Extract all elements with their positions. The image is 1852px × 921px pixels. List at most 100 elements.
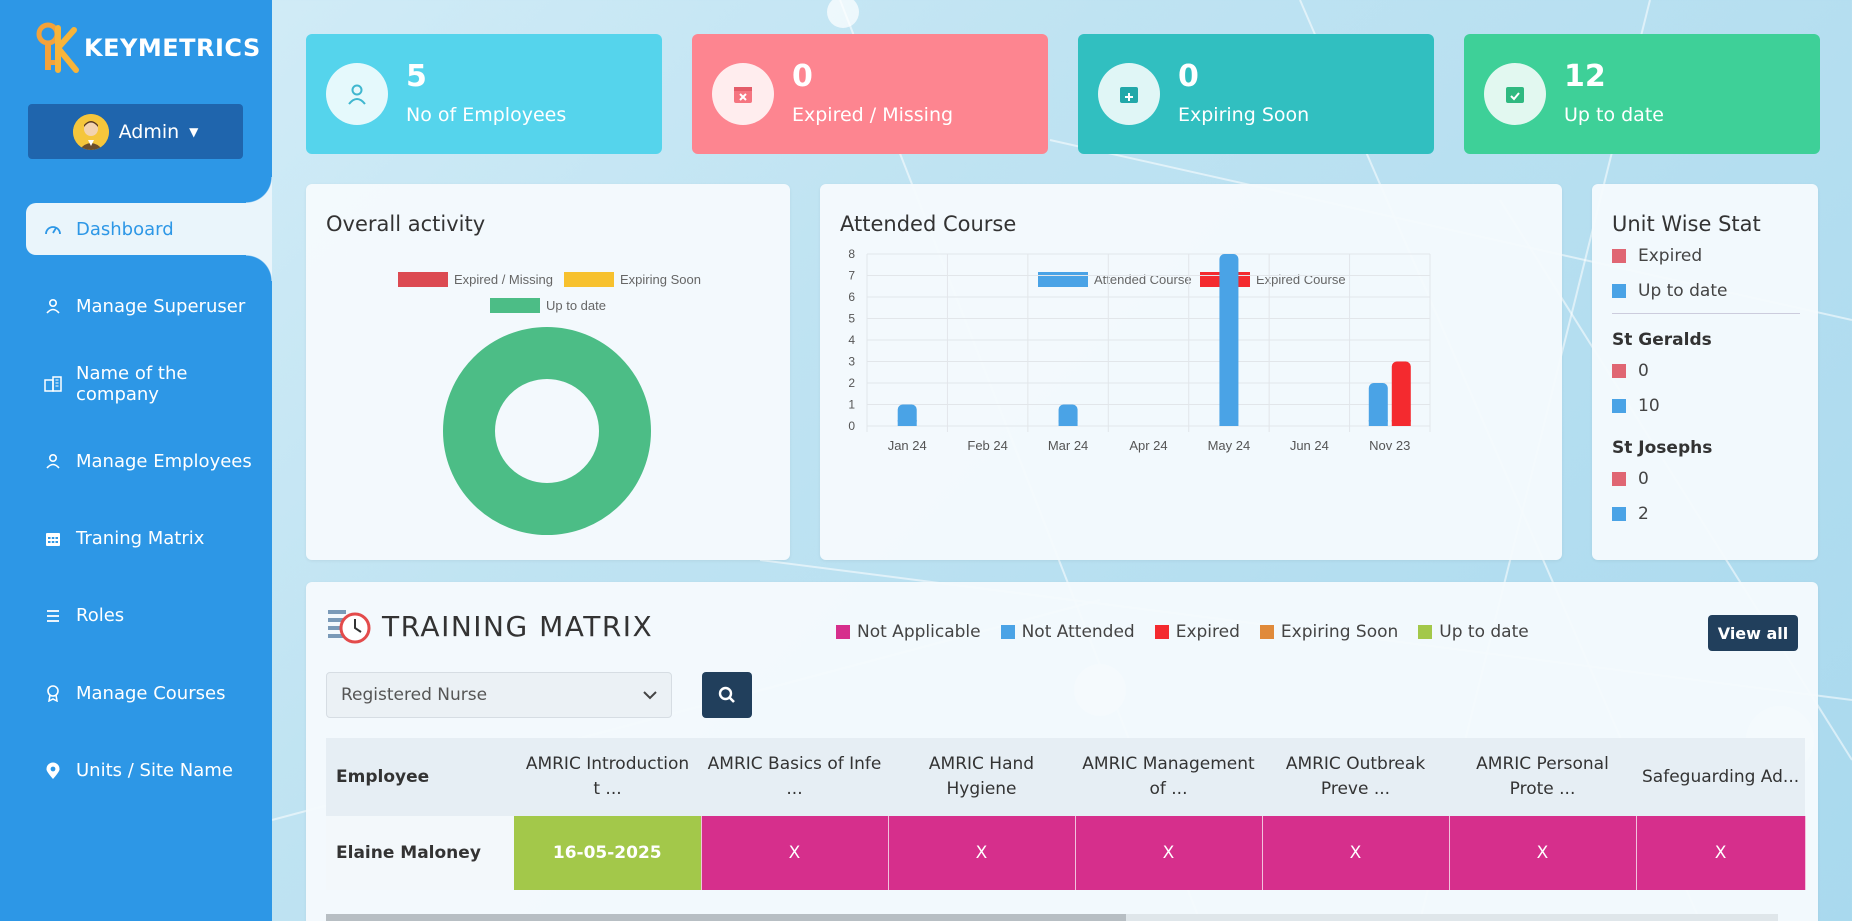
caret-down-icon: ▼ (189, 124, 199, 139)
legend-label: Expired (1175, 622, 1240, 642)
sidebar-item-label: Traning Matrix (76, 528, 205, 550)
search-button[interactable] (702, 672, 752, 718)
training-matrix-table: Employee AMRIC Introduction t ... AMRIC … (326, 738, 1806, 890)
column-header[interactable]: Safeguarding Ad... (1636, 738, 1806, 816)
sidebar-item-manage-superuser[interactable]: Manage Superuser (0, 280, 272, 332)
sidebar-item-roles[interactable]: Roles (0, 590, 272, 642)
legend-item: Not Applicable (836, 622, 981, 642)
sidebar-item-company[interactable]: Name of the company (0, 358, 272, 410)
admin-menu-button[interactable]: Admin ▼ (28, 104, 243, 159)
sidebar-item-units[interactable]: Units / Site Name (0, 745, 272, 797)
sidebar-item-label: Manage Employees (76, 450, 252, 472)
legend-label: Not Attended (1021, 622, 1135, 642)
bar-expired-course (1391, 361, 1411, 426)
x-tick-label: May 24 (1208, 438, 1251, 453)
stat-value: 0 (792, 59, 813, 94)
column-header[interactable]: AMRIC Personal Prote ... (1449, 738, 1636, 816)
x-tick-label: Feb 24 (967, 438, 1007, 453)
location-pin-icon (44, 762, 62, 780)
calendar-icon (44, 531, 62, 547)
horizontal-scrollbar[interactable] (326, 914, 1778, 921)
matrix-cell[interactable]: 16-05-2025 (514, 816, 702, 890)
sidebar-item-manage-courses[interactable]: Manage Courses (0, 667, 272, 719)
y-tick-label: 7 (848, 269, 855, 283)
x-tick-label: Nov 23 (1369, 438, 1410, 453)
employee-name[interactable]: Elaine Maloney (326, 816, 514, 890)
admin-label: Admin (118, 120, 180, 143)
y-tick-label: 6 (848, 290, 855, 304)
sidebar: KEYMETRICS Admin ▼ Dashboard Manage (0, 0, 272, 921)
stat-card-up-to-date[interactable]: 12 Up to date (1464, 34, 1820, 154)
sidebar-item-label: Roles (76, 605, 125, 627)
calendar-plus-icon (1098, 63, 1160, 125)
legend-label: Not Applicable (857, 622, 981, 642)
unit-uptodate-value: 10 (1638, 396, 1660, 416)
table-header-row: Employee AMRIC Introduction t ... AMRIC … (326, 738, 1806, 816)
overall-activity-panel: Overall activity Expired / Missing Expir… (306, 184, 790, 560)
legend-item: Up to date (1612, 281, 1727, 301)
bar-base (1391, 420, 1411, 426)
user-icon (44, 453, 62, 469)
matrix-cell[interactable]: X (1636, 816, 1806, 890)
sidebar-item-label: Manage Courses (76, 682, 226, 704)
column-header[interactable]: AMRIC Hand Hygiene (888, 738, 1075, 816)
unit-name: St Josephs (1612, 438, 1713, 458)
legend-label: Expiring Soon (1280, 622, 1399, 642)
stat-card-expired[interactable]: 0 Expired / Missing (692, 34, 1048, 154)
stat-card-expiring-soon[interactable]: 0 Expiring Soon (1078, 34, 1434, 154)
gauge-icon (44, 222, 62, 236)
legend-item: Expired (1612, 246, 1702, 266)
stat-card-employees[interactable]: 5 No of Employees (306, 34, 662, 154)
sidebar-item-label: Dashboard (76, 218, 174, 240)
sidebar-item-dashboard[interactable]: Dashboard (26, 177, 272, 281)
stat-value: 12 (1564, 59, 1606, 94)
legend-item[interactable]: Up to date (490, 298, 606, 313)
x-tick-label: Apr 24 (1129, 438, 1167, 453)
legend-item[interactable]: Expired / Missing (398, 272, 553, 287)
avatar (72, 113, 109, 150)
table-row: Elaine Maloney 16-05-2025 X X X X X X (326, 816, 1806, 890)
training-matrix-title: TRAINING MATRIX (382, 610, 654, 643)
column-header[interactable]: AMRIC Introduction t ... (514, 738, 701, 816)
scrollbar-thumb[interactable] (326, 914, 1126, 921)
key-logo-icon (36, 22, 80, 74)
logo[interactable]: KEYMETRICS (36, 22, 261, 74)
attended-course-panel: Attended Course Attended Course Expired … (820, 184, 1562, 560)
stat-label: No of Employees (406, 104, 567, 126)
sidebar-nav: Dashboard Manage Superuser Name of the c… (0, 177, 272, 822)
training-matrix-legend: Not Applicable Not Attended Expired Expi… (836, 622, 1549, 642)
column-header[interactable]: AMRIC Outbreak Preve ... (1262, 738, 1449, 816)
unit-name: St Geralds (1612, 330, 1712, 350)
column-header[interactable]: AMRIC Management of ... (1075, 738, 1262, 816)
legend-label: Up to date (546, 298, 606, 313)
sidebar-item-manage-employees[interactable]: Manage Employees (0, 435, 272, 487)
stat-label: Expiring Soon (1178, 104, 1310, 126)
sidebar-item-training-matrix[interactable]: Traning Matrix (0, 513, 272, 565)
search-icon (718, 686, 735, 703)
logo-text: KEYMETRICS (84, 34, 261, 62)
y-tick-label: 8 (848, 247, 855, 261)
view-all-button[interactable]: View all (1708, 615, 1798, 651)
matrix-cell[interactable]: X (701, 816, 889, 890)
matrix-cell[interactable]: X (1075, 816, 1263, 890)
matrix-cell[interactable]: X (1262, 816, 1450, 890)
panel-title: Overall activity (326, 212, 486, 236)
legend-item: Up to date (1418, 622, 1529, 642)
matrix-cell[interactable]: X (1449, 816, 1637, 890)
stat-value: 0 (1178, 59, 1199, 94)
divider (1612, 313, 1800, 314)
unit-expired-value: 0 (1638, 361, 1649, 381)
column-header[interactable]: AMRIC Basics of Infe ... (701, 738, 888, 816)
role-select[interactable]: Registered Nurse (326, 672, 672, 718)
matrix-cell[interactable]: X (888, 816, 1076, 890)
y-tick-label: 4 (848, 333, 855, 347)
panel-title: Unit Wise Stat (1612, 212, 1761, 236)
column-header: Employee (326, 738, 514, 816)
x-tick-label: Mar 24 (1048, 438, 1088, 453)
legend-item: Expired (1154, 622, 1240, 642)
unit-up-to-date: 2 (1612, 504, 1649, 524)
calendar-x-icon (712, 63, 774, 125)
bar-attended-course (1219, 254, 1239, 426)
legend-item[interactable]: Expiring Soon (564, 272, 701, 287)
y-tick-label: 1 (848, 398, 855, 412)
